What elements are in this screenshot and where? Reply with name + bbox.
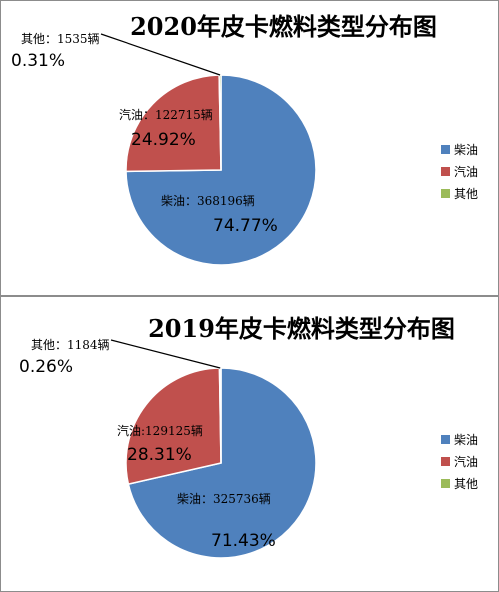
legend-swatch-gasoline bbox=[441, 456, 450, 466]
legend-item-other: 其他 bbox=[441, 182, 478, 204]
pie-slice-gasoline bbox=[125, 74, 222, 173]
chart-panel-2020: 2020年皮卡燃料类型分布图 柴油：368196辆 74.77% 汽油：122715… bbox=[0, 0, 499, 296]
leader-line-other bbox=[110, 339, 221, 369]
legend-swatch-diesel bbox=[441, 144, 450, 154]
percent-label-diesel: 71.43% bbox=[211, 531, 276, 551]
legend-label: 其他 bbox=[454, 476, 479, 491]
leader-line-other bbox=[100, 33, 221, 76]
legend-label: 汽油 bbox=[454, 164, 479, 179]
data-label-other: 其他：1184辆 bbox=[31, 338, 110, 352]
legend-swatch-other bbox=[441, 478, 450, 488]
legend-item-diesel: 柴油 bbox=[441, 138, 478, 160]
data-label-diesel: 柴油：325736辆 bbox=[177, 492, 271, 506]
legend-label: 其他 bbox=[454, 186, 479, 201]
chart-legend: 柴油 汽油 其他 bbox=[441, 138, 478, 204]
legend-swatch-gasoline bbox=[441, 166, 450, 176]
chart-legend: 柴油 汽油 其他 bbox=[441, 428, 478, 494]
data-label-gasoline: 汽油:129125辆 bbox=[117, 423, 203, 438]
pie-slice-diesel bbox=[125, 74, 317, 266]
percent-label-gasoline: 24.92% bbox=[131, 130, 196, 150]
data-label-diesel: 柴油：368196辆 bbox=[161, 194, 255, 208]
data-label-other: 其他：1535辆 bbox=[21, 32, 100, 46]
pie-chart-2020: 柴油：368196辆 74.77% 汽油：122715辆 24.92% 其他：1535辆… bbox=[11, 32, 317, 266]
legend-item-other: 其他 bbox=[441, 472, 478, 494]
chart-title: 2020年皮卡燃料类型分布图 bbox=[130, 12, 437, 41]
percent-label-other: 0.31% bbox=[11, 51, 65, 71]
legend-swatch-other bbox=[441, 188, 450, 198]
percent-label-gasoline: 28.31% bbox=[127, 445, 192, 465]
legend-label: 柴油 bbox=[454, 432, 479, 447]
chart-title: 2019年皮卡燃料类型分布图 bbox=[148, 314, 455, 343]
legend-item-diesel: 柴油 bbox=[441, 428, 478, 450]
legend-swatch-diesel bbox=[441, 434, 450, 444]
legend-label: 柴油 bbox=[454, 142, 479, 157]
pie-slice-gasoline bbox=[125, 367, 222, 486]
legend-label: 汽油 bbox=[454, 454, 479, 469]
pie-chart-2019: 柴油：325736辆 71.43% 汽油:129125辆 28.31% 其他：1184辆… bbox=[19, 338, 317, 559]
legend-item-gasoline: 汽油 bbox=[441, 450, 478, 472]
pie-slice-diesel bbox=[127, 367, 317, 559]
percent-label-other: 0.26% bbox=[19, 357, 73, 377]
chart-panel-2019: 2019年皮卡燃料类型分布图 柴油：325736辆 71.43% 汽油:129125… bbox=[0, 296, 499, 592]
percent-label-diesel: 74.77% bbox=[213, 216, 278, 236]
legend-item-gasoline: 汽油 bbox=[441, 160, 478, 182]
data-label-gasoline: 汽油：122715辆 bbox=[119, 107, 213, 122]
